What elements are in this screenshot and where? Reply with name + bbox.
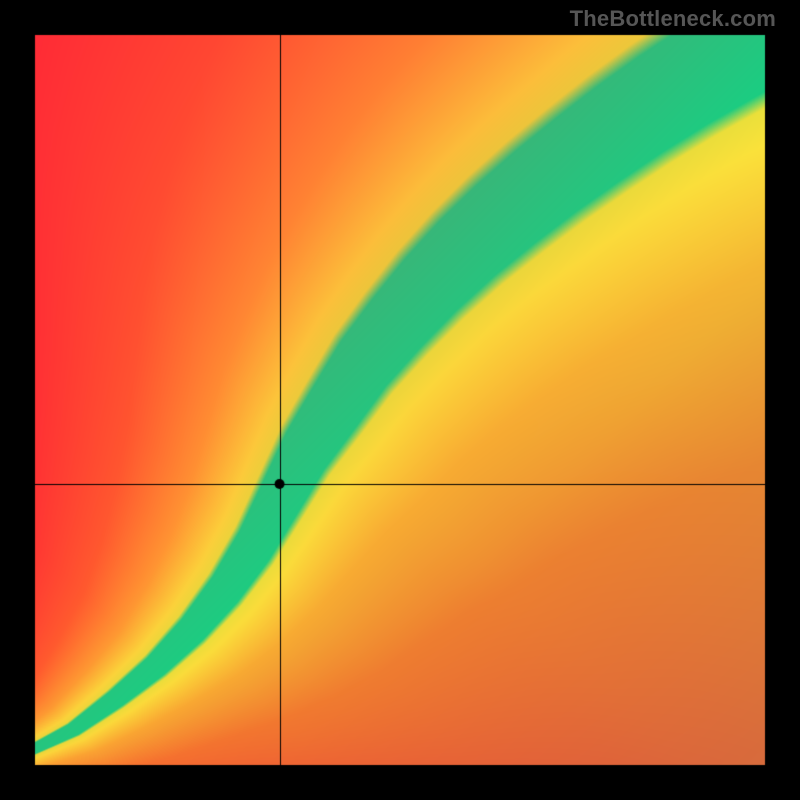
watermark-text: TheBottleneck.com [570,6,776,32]
chart-container: TheBottleneck.com [0,0,800,800]
bottleneck-heatmap-canvas [0,0,800,800]
